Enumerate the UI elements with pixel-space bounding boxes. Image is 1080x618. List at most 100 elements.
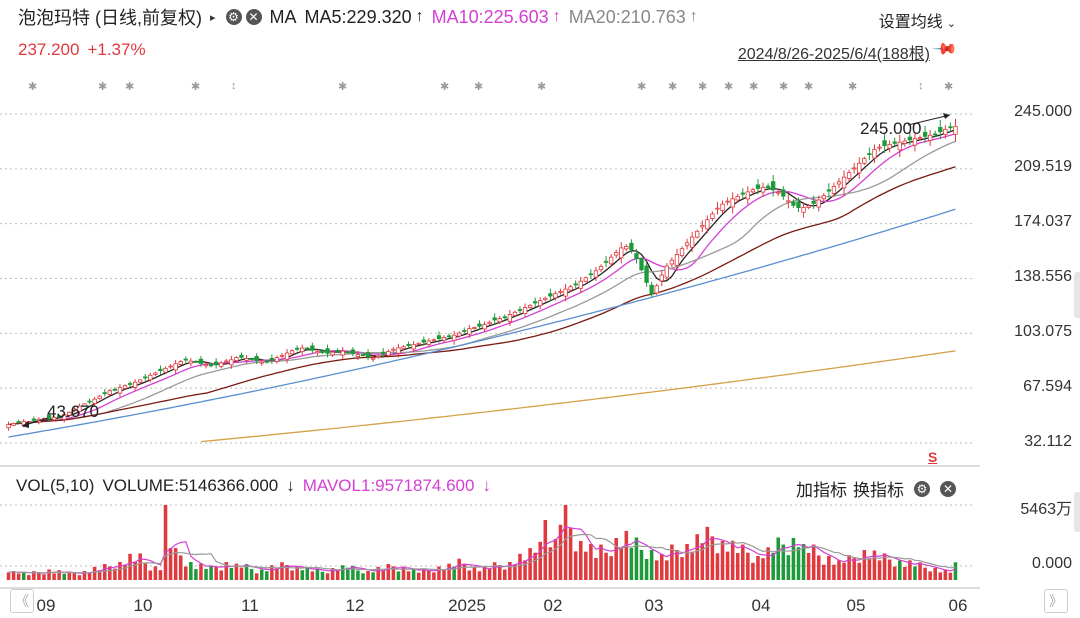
play-icon[interactable]: ▸ — [210, 11, 216, 24]
volume-ma-lines — [8, 525, 956, 574]
volume-bar — [77, 575, 82, 580]
event-marker-icon[interactable]: ✱ — [749, 81, 759, 93]
candle-body — [902, 140, 908, 144]
candle-body — [163, 367, 168, 373]
chevron-down-icon: ⌄ — [946, 18, 956, 30]
candle-body — [462, 330, 467, 332]
scroll-left-button[interactable]: 《 — [10, 589, 34, 613]
side-panel-handle[interactable] — [1074, 492, 1080, 532]
event-marker-icon[interactable]: ✱ — [98, 81, 108, 93]
candle-body — [786, 200, 791, 203]
candle-body — [51, 416, 57, 421]
candle-body — [720, 203, 725, 211]
candle-body — [674, 254, 680, 266]
volume-bar — [128, 553, 132, 580]
candle-body — [300, 347, 305, 353]
volume-bar — [573, 551, 578, 580]
volume-bar — [21, 571, 26, 580]
event-marker-icon[interactable]: ✱ — [191, 81, 201, 93]
candle-body — [852, 167, 857, 170]
event-marker-icon[interactable]: ✱ — [944, 81, 954, 93]
candle-body — [178, 361, 183, 365]
event-marker-icon[interactable]: ✱ — [724, 81, 734, 93]
date-range[interactable]: 2024/8/26-2025/6/4(188根) — [737, 46, 930, 63]
volume-bar — [897, 560, 902, 580]
event-marker-icon[interactable]: ✱ — [474, 81, 484, 93]
volume-bar — [948, 572, 953, 580]
candle-body — [689, 236, 695, 248]
volume-bar — [320, 571, 325, 580]
volume-bar — [472, 566, 477, 580]
candle-body — [117, 387, 123, 394]
volume-bar — [148, 570, 153, 580]
close-icon[interactable]: ✕ — [245, 9, 262, 25]
candle-body — [381, 351, 386, 355]
xaxis-label: 10 — [133, 596, 153, 615]
event-marker-icon[interactable]: ✱ — [537, 81, 547, 93]
candle-body — [695, 230, 700, 238]
event-marker-icon[interactable]: ✱ — [779, 81, 789, 93]
candle-body — [558, 291, 563, 293]
candle-body — [608, 256, 614, 265]
candle-body — [11, 423, 16, 426]
candles — [6, 118, 958, 431]
candle-body — [760, 186, 766, 193]
gear-icon[interactable]: ⚙ — [914, 480, 930, 497]
sell-signal[interactable]: S — [928, 449, 938, 465]
scroll-right-button[interactable]: 》 — [1044, 589, 1068, 613]
event-marker-icon[interactable]: ✱ — [125, 81, 135, 93]
event-marker-icon[interactable]: ↕ — [918, 80, 924, 92]
volume-bar — [447, 563, 451, 580]
volume-bar — [685, 544, 689, 580]
event-marker-icon[interactable]: ↕ — [231, 80, 237, 92]
side-panel-handle[interactable] — [1074, 272, 1080, 318]
volume-bar — [822, 564, 826, 580]
volume-bar — [391, 566, 396, 580]
volume-bar — [183, 566, 188, 580]
volume-bar — [589, 544, 593, 580]
event-marker-icon[interactable]: ✱ — [28, 81, 38, 93]
add-indicator-button[interactable]: 加指标 — [796, 481, 847, 500]
volume-bar — [837, 560, 841, 580]
candle-body — [441, 337, 447, 341]
volume-bar — [57, 570, 61, 580]
event-marker-icon[interactable]: ✱ — [637, 81, 647, 93]
volume-bar — [42, 574, 46, 580]
event-marker-icon[interactable]: ✱ — [804, 81, 814, 93]
candle-body — [482, 324, 487, 330]
volume-bar — [351, 565, 355, 580]
candle-body — [335, 350, 340, 352]
volume-bar — [285, 565, 289, 580]
candle-body — [431, 339, 437, 342]
volume-bar — [376, 566, 380, 580]
event-marker-icon[interactable]: ✱ — [668, 81, 678, 93]
event-marker-icon[interactable]: ✱ — [440, 81, 450, 93]
event-marker-icon[interactable]: ✱ — [338, 81, 348, 93]
volume-bar — [295, 566, 299, 580]
vol-label: VOL(5,10) — [16, 476, 95, 495]
quote-line: 237.200 +1.37% — [18, 40, 146, 60]
switch-indicator-button[interactable]: 换指标 — [853, 481, 904, 500]
candle-body — [877, 146, 882, 149]
candle-body — [917, 137, 923, 140]
high-arrow-head — [943, 113, 950, 119]
event-marker-icon[interactable]: ✱ — [848, 81, 858, 93]
volume-bar — [867, 558, 872, 580]
candle-body — [305, 347, 310, 350]
stock-title[interactable]: 泡泡玛特 (日线,前复权) — [18, 8, 202, 28]
close-icon[interactable]: ✕ — [940, 480, 956, 497]
candle-body — [664, 265, 670, 278]
ma-settings-dropdown[interactable]: 设置均线 ⌄ — [879, 8, 956, 32]
low-annotation: 43.670 — [47, 402, 99, 421]
volume-bar — [97, 570, 102, 580]
gear-icon[interactable]: ⚙ — [225, 9, 242, 25]
volume-bar — [452, 566, 456, 580]
volume-tools: 加指标 换指标 ⚙ ✕ — [790, 476, 960, 501]
candle-body — [543, 297, 548, 301]
volume-bar — [715, 553, 720, 580]
volume-bar — [492, 562, 497, 580]
event-marker-icon[interactable]: ✱ — [698, 81, 708, 93]
candle-body — [143, 376, 148, 379]
candle-body — [451, 334, 457, 341]
